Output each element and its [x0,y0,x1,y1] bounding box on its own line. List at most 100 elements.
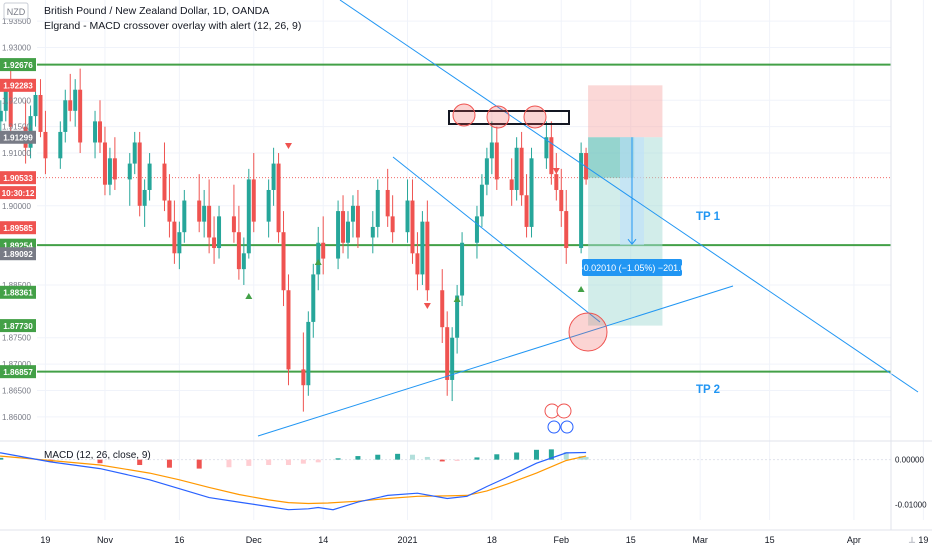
target-circle-marker[interactable] [568,312,608,352]
buy-signal-marker [314,259,322,265]
price-tick-label: 1.86000 [2,413,31,422]
candle-body [346,221,350,243]
price-badge [0,58,36,72]
candle-body [202,205,207,222]
candle-body [420,221,425,275]
macd-histogram-bar [97,459,103,464]
symbol-title: British Pound / New Zealand Dollar, 1D, … [44,5,269,17]
price-badge-label: 1.88361 [3,288,33,297]
candle-body [271,163,276,190]
tp1-label: TP 1 [696,211,721,223]
candle-body [43,131,48,159]
top-circle-marker[interactable] [486,105,510,129]
price-badge-label: 1.91299 [3,133,33,142]
candle-body [207,205,212,238]
candle-body [212,237,217,249]
measure-badge[interactable] [582,259,682,276]
flag-icon[interactable] [556,403,572,419]
resistance-box[interactable] [448,110,570,125]
candle-body [554,174,559,190]
macd-histogram-bar [196,459,202,469]
candle-body [73,89,78,111]
time-tick-label: Apr [847,535,861,545]
macd-histogram-bar [514,452,520,460]
signal-markers [245,143,585,309]
candle-body [63,100,68,132]
candle-body [231,216,236,233]
time-tick-label: Nov [97,535,114,545]
price-badge-label: 10:30:12 [2,189,35,198]
candle-body [137,142,142,206]
candle-body [78,89,83,143]
indicator-title: Elgrand - MACD crossover overlay with al… [44,20,301,32]
macd-histogram-bar [583,456,589,460]
stop-loss-zone[interactable] [588,85,663,138]
time-tick-label: 14 [318,535,328,545]
time-tick-label: Feb [554,535,570,545]
candle-body [341,211,346,243]
macd-tick-label: 0.00000 [895,456,924,465]
macd-histogram-bar [335,458,341,460]
price-badge [0,186,36,200]
event-icon[interactable] [547,420,561,434]
candle-body [489,142,494,159]
channel-trendline[interactable] [392,156,601,323]
sell-signal-marker [423,303,431,309]
macd-histogram-bar [285,459,291,466]
sell-signal-marker [284,143,292,149]
time-tick-label: Mar [692,535,708,545]
candle-body [306,321,311,386]
position-tool[interactable] [588,85,663,326]
candle-body [132,142,137,164]
event-badges[interactable] [544,403,574,434]
top-circle-marker[interactable] [452,103,476,127]
candle-body [514,147,519,190]
candle-body [246,179,251,254]
macd-histogram-bar [137,459,143,466]
price-badge-label: 1.89585 [3,224,33,233]
macd-histogram-bar [494,454,500,460]
price-badge-label: 1.92676 [3,61,33,70]
candle-body [241,253,246,270]
macd-histogram-bar [548,449,554,460]
candle-body [425,221,430,291]
macd-histogram-bar [424,456,430,460]
candle-body [311,274,316,322]
candle-body [460,242,465,296]
macd-histogram-bar [355,456,361,460]
price-badge [0,130,36,144]
candle-body [584,153,589,180]
candle-body [177,232,182,254]
candle-body [494,142,499,180]
price-tick-label: 1.93500 [2,17,31,26]
time-tick-label: 16 [174,535,184,545]
ascending-trendline[interactable] [257,285,734,437]
candle-body [58,131,63,159]
descending-trendline[interactable] [339,0,919,393]
price-badge [0,365,36,379]
candle-body [579,153,584,249]
macd-histogram-bar [166,459,172,468]
candle-body [182,200,187,233]
measure-arrowhead [627,238,637,245]
candle-body [8,89,13,127]
candle-body [301,369,306,386]
currency-badge [3,2,29,20]
candle-body [405,200,410,233]
candle-body [370,226,375,238]
macd-histogram-bar [246,459,252,466]
price-badge-label: 1.89092 [3,250,33,259]
candlestick-series [0,68,589,412]
candle-body [142,189,147,206]
event-icon[interactable] [560,420,574,434]
time-tick-label: 2021 [398,535,418,545]
candle-body [321,242,326,259]
time-tick-label: 19 [40,535,50,545]
top-circle-marker[interactable] [523,105,547,129]
macd-histogram-bar [395,453,401,460]
signal-line [0,455,587,505]
time-tick-label: Dec [246,535,263,545]
price-tick-label: 1.92000 [2,96,31,105]
